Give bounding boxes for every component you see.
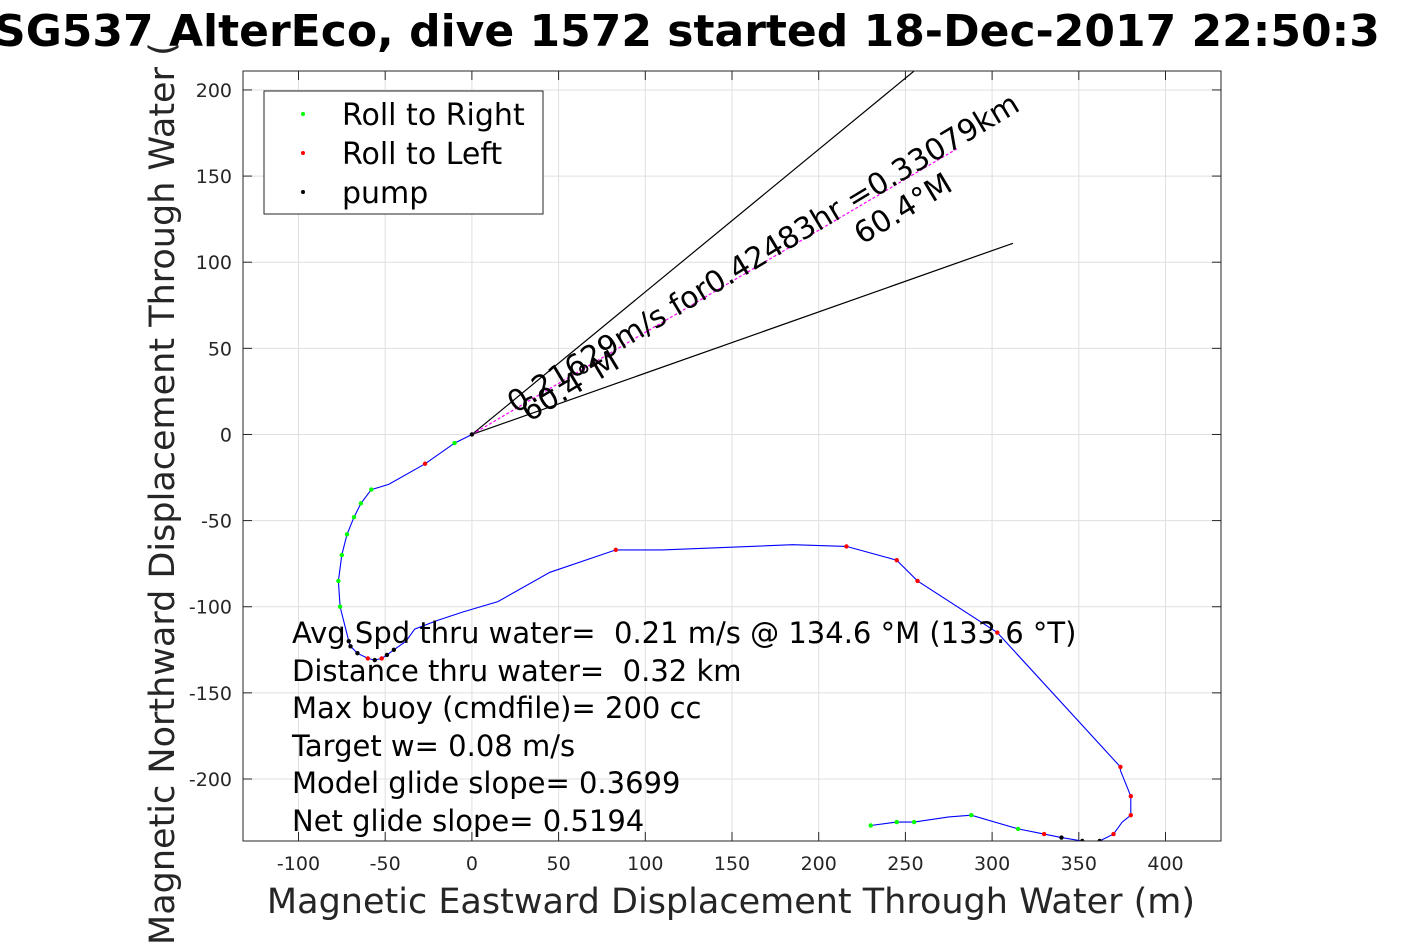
stats-block: Avg Spd thru water= 0.21 m/s @ 134.6 °M … <box>291 616 1076 838</box>
roll-left-marker <box>365 656 371 661</box>
x-tick-label: 150 <box>714 853 750 875</box>
x-tick-label: -100 <box>277 853 320 875</box>
heading-line <box>471 147 958 435</box>
y-tick-label: 0 <box>220 424 232 446</box>
legend-marker-roll-right <box>301 112 305 116</box>
pump-marker <box>372 657 377 663</box>
roll-right-marker <box>452 440 457 446</box>
stat-avg-speed: Avg Spd thru water= 0.21 m/s @ 134.6 °M … <box>292 616 1076 650</box>
roll-left-marker <box>844 544 849 549</box>
legend-label-roll-left: Roll to Left <box>342 137 502 172</box>
pump-marker <box>355 651 360 656</box>
roll-right-marker <box>344 532 350 537</box>
pump-marker <box>469 432 475 437</box>
y-tick-label: -200 <box>189 769 232 791</box>
x-tick-label: 0 <box>466 853 478 875</box>
roll-left-marker <box>915 578 920 584</box>
pump-marker <box>384 652 390 658</box>
legend-label-pump: pump <box>342 176 428 211</box>
legend-label-roll-right: Roll to Right <box>342 98 525 133</box>
x-tick-label: -50 <box>370 853 401 875</box>
plot-frame <box>242 70 1222 842</box>
y-tick-label: -50 <box>201 511 232 533</box>
roll-right-marker <box>336 578 341 584</box>
roll-right-marker <box>969 812 974 818</box>
x-tick-label: 350 <box>1061 853 1097 875</box>
roll-right-marker <box>894 819 899 825</box>
stat-model-glide-slope: Model glide slope= 0.3699 <box>292 766 680 800</box>
stat-distance: Distance thru water= 0.32 km <box>292 654 742 688</box>
pump-marker <box>1059 835 1064 840</box>
stat-net-glide-slope: Net glide slope= 0.5194 <box>292 804 644 838</box>
pump-marker <box>391 647 397 652</box>
x-tick-label: 400 <box>1147 853 1183 875</box>
roll-left-marker <box>1111 831 1116 837</box>
stat-max-buoy: Max buoy (cmdfile)= 200 cc <box>292 691 701 725</box>
y-tick-label: 200 <box>196 80 232 102</box>
x-tick-label: 200 <box>801 853 837 875</box>
x-tick-label: 300 <box>974 853 1010 875</box>
heading-bound-line <box>471 242 1014 436</box>
y-tick-label: -150 <box>189 683 232 705</box>
roll-left-marker <box>1118 764 1123 770</box>
pump-marker <box>348 644 353 649</box>
legend-marker-pump <box>301 190 305 194</box>
roll-right-marker <box>337 604 343 609</box>
pump-marker <box>1097 838 1102 841</box>
y-tick-label: 100 <box>196 252 232 274</box>
pump-marker <box>1080 838 1085 841</box>
heading-bound-line <box>471 71 915 435</box>
pump-marker <box>346 638 351 644</box>
roll-right-marker <box>339 552 345 558</box>
roll-left-marker <box>1128 794 1134 799</box>
x-axis-label: Magnetic Eastward Displacement Through W… <box>267 882 1195 922</box>
x-tick-label: 250 <box>887 853 923 875</box>
roll-right-marker <box>1015 826 1021 832</box>
roll-right-marker <box>358 501 364 506</box>
legend: Roll to Right Roll to Left pump <box>263 90 544 215</box>
roll-right-marker <box>369 487 374 492</box>
roll-right-marker <box>911 819 917 825</box>
roll-left-marker <box>894 558 899 563</box>
legend-marker-roll-left <box>301 151 305 155</box>
roll-left-marker <box>613 547 619 553</box>
roll-right-marker <box>351 514 357 520</box>
x-tick-label: 50 <box>547 853 571 875</box>
roll-left-marker <box>1128 812 1134 818</box>
axis-ticks: -100 -50 0 50 100 150 200 250 300 350 400 -200 -150 -… <box>189 71 1221 875</box>
y-axis-label: Magnetic Northward Displacement Through … <box>143 42 183 945</box>
legend-box <box>263 90 544 215</box>
roll-right-marker <box>868 823 873 828</box>
stat-target-w: Target w= 0.08 m/s <box>291 729 575 763</box>
x-tick-label: 100 <box>627 853 663 875</box>
roll-left-marker <box>1041 831 1047 837</box>
y-tick-label: 50 <box>208 338 232 360</box>
y-tick-label: -100 <box>189 597 232 619</box>
track-markers <box>336 432 1134 841</box>
roll-left-marker <box>422 461 428 466</box>
y-tick-label: 150 <box>196 166 232 188</box>
heading-wedge <box>471 71 1014 436</box>
chart-title: SG537 AlterEco, dive 1572 started 18-Dec… <box>0 6 1380 57</box>
roll-left-marker <box>379 656 384 661</box>
roll-left-marker <box>995 630 1000 635</box>
grid-lines <box>243 71 1221 841</box>
